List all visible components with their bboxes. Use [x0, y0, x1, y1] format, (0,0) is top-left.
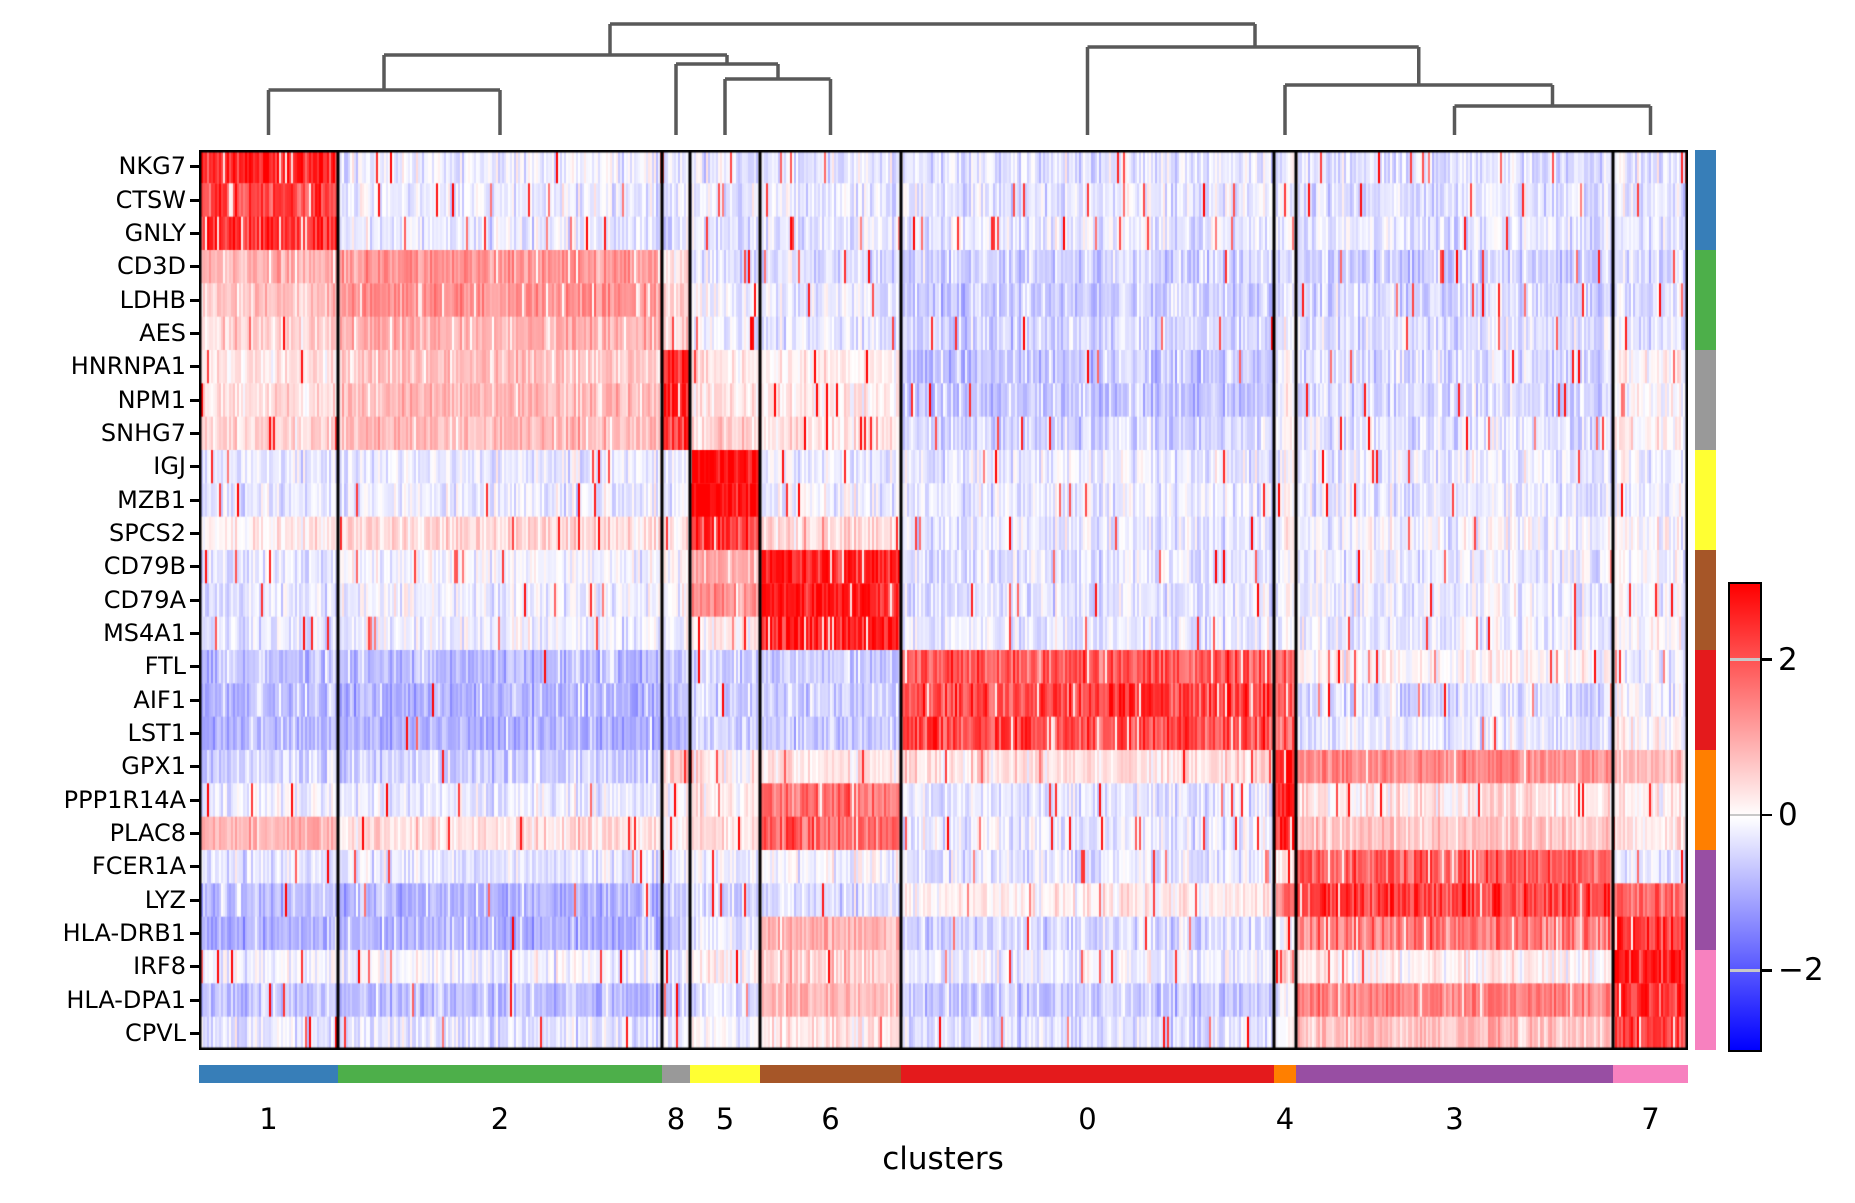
cluster-label-8: 8 [666, 1102, 686, 1136]
cluster-bar-segment-4 [1274, 1065, 1296, 1083]
gene-tick [190, 1031, 199, 1035]
colorbar-inner-tick-2 [1730, 658, 1760, 661]
gene-label-AES: AES [139, 318, 186, 347]
gene-tick [190, 531, 199, 535]
gene-tick [190, 731, 199, 735]
gene-label-GNLY: GNLY [124, 218, 186, 247]
gene-tick [190, 898, 199, 902]
dendrogram [266, 22, 1653, 135]
gene-tick [190, 431, 199, 435]
gene-label-PPP1R14A: PPP1R14A [63, 785, 186, 814]
cluster-label-2: 2 [490, 1102, 510, 1136]
gene-label-CD79A: CD79A [103, 585, 186, 614]
gene-group-segment-6 [1695, 550, 1716, 650]
cluster-label-5: 5 [715, 1102, 735, 1136]
gene-label-CD3D: CD3D [117, 252, 186, 281]
gene-tick [190, 298, 199, 302]
gene-tick [190, 865, 199, 869]
gene-label-GPX1: GPX1 [121, 752, 186, 781]
colorbar-tick-label-0: 0 [1778, 797, 1798, 833]
gene-tick [190, 498, 199, 502]
gene-label-CD79B: CD79B [103, 552, 186, 581]
gene-tick [190, 665, 199, 669]
cluster-label-6: 6 [821, 1102, 840, 1136]
gene-group-segment-3 [1695, 850, 1716, 950]
gene-label-NKG7: NKG7 [118, 152, 186, 181]
gene-label-FCER1A: FCER1A [91, 852, 186, 881]
gene-tick [190, 698, 199, 702]
gene-label-IRF8: IRF8 [133, 952, 186, 981]
heatmap-canvas [199, 150, 1688, 1050]
cluster-bar-segment-6 [760, 1065, 901, 1083]
gene-group-segment-5 [1695, 450, 1716, 550]
colorbar-inner-tick-0 [1730, 813, 1760, 817]
cluster-bar-segment-8 [662, 1065, 690, 1083]
gene-label-CTSW: CTSW [115, 185, 186, 214]
gene-label-SNHG7: SNHG7 [100, 418, 186, 447]
cluster-label-3: 3 [1445, 1102, 1464, 1136]
gene-group-segment-7 [1695, 950, 1716, 1050]
gene-label-NPM1: NPM1 [117, 385, 186, 414]
gene-label-MS4A1: MS4A1 [103, 618, 186, 647]
gene-tick [190, 265, 199, 269]
cluster-label-4: 4 [1275, 1102, 1295, 1136]
gene-label-CPVL: CPVL [124, 1018, 186, 1047]
cluster-bar-segment-1 [199, 1065, 338, 1083]
colorbar-tick-2 [1761, 658, 1772, 661]
gene-label-LYZ: LYZ [144, 885, 186, 914]
gene-label-HNRNPA1: HNRNPA1 [70, 352, 186, 381]
gene-label-HLA-DRB1: HLA-DRB1 [62, 918, 186, 947]
cluster-bar-segment-5 [690, 1065, 760, 1083]
gene-label-HLA-DPA1: HLA-DPA1 [66, 985, 186, 1014]
cluster-label-7: 7 [1641, 1102, 1660, 1136]
cluster-bar-segment-2 [338, 1065, 662, 1083]
gene-tick [190, 365, 199, 369]
gene-label-PLAC8: PLAC8 [109, 818, 186, 847]
colorbar-inner-tick-−2 [1730, 969, 1760, 972]
cluster-bar-segment-3 [1296, 1065, 1613, 1083]
colorbar [1728, 582, 1762, 1052]
gene-tick [190, 331, 199, 335]
cluster-label-1: 1 [259, 1102, 278, 1136]
gene-tick [190, 398, 199, 402]
gene-group-segment-8 [1695, 350, 1716, 450]
gene-group-segment-2 [1695, 250, 1716, 350]
gene-group-segment-0 [1695, 650, 1716, 750]
gene-tick [190, 231, 199, 235]
cluster-label-0: 0 [1078, 1102, 1097, 1136]
gene-tick [190, 965, 199, 969]
gene-label-AIF1: AIF1 [133, 685, 186, 714]
gene-label-LST1: LST1 [127, 718, 186, 747]
gene-group-segment-4 [1695, 750, 1716, 850]
gene-tick [190, 198, 199, 202]
gene-label-FTL: FTL [144, 652, 186, 681]
colorbar-tick-label-−2: −2 [1778, 952, 1824, 989]
cluster-bar-segment-7 [1613, 1065, 1688, 1083]
x-axis-title: clusters [882, 1141, 1004, 1177]
cluster-bar-segment-0 [901, 1065, 1274, 1083]
gene-tick [190, 465, 199, 469]
gene-tick [190, 998, 199, 1002]
gene-tick [190, 798, 199, 802]
gene-tick [190, 631, 199, 635]
colorbar-tick-label-2: 2 [1778, 641, 1798, 678]
gene-tick [190, 565, 199, 569]
colorbar-tick-0 [1761, 813, 1772, 817]
colorbar-tick-−2 [1761, 969, 1772, 972]
gene-tick [190, 831, 199, 835]
gene-label-LDHB: LDHB [119, 285, 186, 314]
gene-tick [190, 165, 199, 169]
gene-tick [190, 931, 199, 935]
gene-tick [190, 765, 199, 769]
gene-label-IGJ: IGJ [153, 452, 186, 481]
gene-label-SPCS2: SPCS2 [109, 518, 186, 547]
gene-tick [190, 598, 199, 602]
gene-label-MZB1: MZB1 [117, 485, 186, 514]
gene-group-segment-1 [1695, 150, 1716, 250]
